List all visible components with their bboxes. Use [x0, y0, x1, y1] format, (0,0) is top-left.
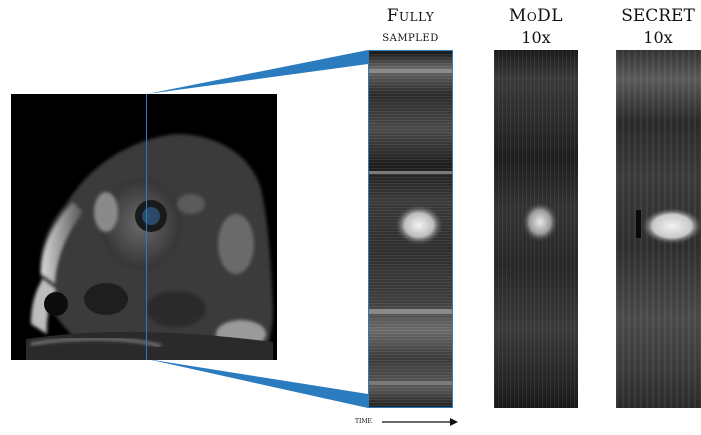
secret-xt-image	[616, 50, 701, 408]
bottom-projection-wedge	[147, 359, 368, 408]
mri-source-image	[11, 94, 277, 360]
modl-label: MoDL 10x	[494, 6, 578, 48]
time-arrow	[382, 418, 458, 426]
top-projection-wedge	[147, 50, 368, 94]
mri-anatomy-drawing	[11, 94, 277, 360]
fully-sampled-panel	[368, 50, 453, 408]
secret-label-line2: 10x	[643, 28, 673, 47]
sample-line	[146, 94, 147, 360]
modl-label-line2: 10x	[521, 28, 551, 47]
modl-xt-image	[494, 50, 578, 408]
fully-sampled-label: Fully sampled	[368, 6, 453, 48]
secret-panel	[616, 50, 701, 408]
time-axis-label: time	[355, 416, 372, 426]
fully-sampled-label-line2: sampled	[382, 29, 439, 45]
modl-panel	[494, 50, 578, 408]
fully-sampled-label-line1: Fully	[386, 6, 435, 26]
modl-label-line1: MoDL	[508, 6, 564, 26]
secret-label-line1: SECRET	[621, 6, 695, 26]
secret-label: SECRET 10x	[608, 6, 701, 48]
fully-sampled-xt-image	[369, 51, 452, 407]
